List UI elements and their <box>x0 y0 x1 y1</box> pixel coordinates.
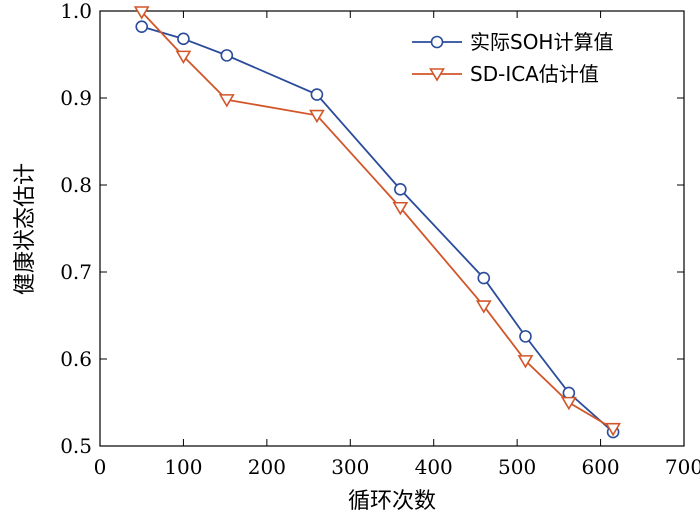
legend-marker-series-1 <box>430 35 444 49</box>
x-axis-title: 循环次数 <box>348 489 436 514</box>
legend-marker-series-2 <box>429 68 445 82</box>
y-tick-label: 0.7 <box>60 260 92 284</box>
data-point-series-1 <box>519 330 532 343</box>
data-point-series-2 <box>133 6 150 20</box>
data-point-series-2 <box>475 300 492 314</box>
series-layer <box>133 6 621 439</box>
x-tick-label: 700 <box>665 455 700 479</box>
data-point-series-1 <box>562 386 576 400</box>
x-tick-label: 500 <box>498 455 536 479</box>
y-tick-label: 0.5 <box>60 434 92 458</box>
data-point-series-2 <box>175 50 192 64</box>
x-tick-label: 0 <box>94 455 107 479</box>
data-point-series-1 <box>177 32 190 46</box>
y-tick-label: 0.6 <box>60 347 92 371</box>
plot-frame <box>99 10 685 447</box>
y-axis-title: 健康状态估计 <box>13 163 38 295</box>
data-point-series-2 <box>560 396 577 411</box>
data-point-series-1 <box>135 20 149 33</box>
data-point-series-2 <box>309 109 325 124</box>
x-tick-label: 600 <box>581 455 619 479</box>
data-point-series-1 <box>310 88 324 101</box>
data-point-series-2 <box>605 422 621 437</box>
x-tick-label: 200 <box>248 455 286 479</box>
legend-label-series-2: SD-ICA估计值 <box>470 62 599 86</box>
y-tick-label: 1.0 <box>60 0 92 23</box>
axis-ticks <box>99 10 685 447</box>
x-tick-label: 300 <box>331 455 369 479</box>
x-tick-label: 400 <box>415 455 453 479</box>
data-point-series-2 <box>517 355 534 369</box>
legend-label-series-1: 实际SOH计算值 <box>470 30 613 54</box>
data-point-series-2 <box>218 94 235 108</box>
x-tick-label: 100 <box>164 455 202 479</box>
legend: 实际SOH计算值 SD-ICA估计值 <box>412 30 613 86</box>
data-point-series-1 <box>394 183 407 196</box>
axis-tick-labels: 0 100 200 300 400 500 600 700 0.5 0.6 0.7 0.8 0.9 1.0 <box>60 0 700 479</box>
data-point-series-1 <box>220 49 234 62</box>
y-tick-label: 0.9 <box>60 86 92 110</box>
series-line-1 <box>141 25 614 433</box>
y-tick-label: 0.8 <box>60 173 92 197</box>
data-point-series-2 <box>392 201 409 216</box>
data-point-series-1 <box>477 271 491 285</box>
